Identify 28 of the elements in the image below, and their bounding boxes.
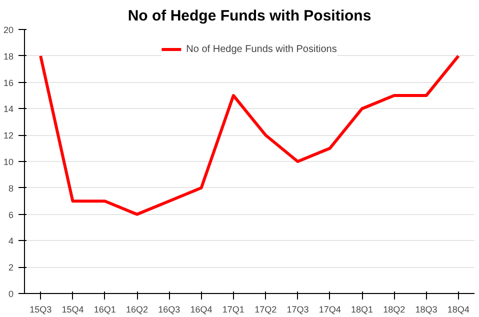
x-tick-label: 17Q1	[222, 304, 244, 314]
legend-label: No of Hedge Funds with Positions	[186, 44, 337, 54]
y-tick-label: 0	[8, 289, 14, 299]
x-tick-label: 16Q4	[190, 304, 212, 314]
x-tick-label: 18Q3	[415, 304, 438, 314]
x-tick-label: 18Q4	[447, 304, 470, 314]
x-tick-label: 15Q3	[30, 304, 52, 314]
y-tick-label: 6	[8, 210, 14, 220]
x-tick-label: 18Q1	[350, 304, 374, 314]
x-tick-label: 15Q4	[62, 304, 84, 314]
y-tick-label: 20	[3, 25, 14, 35]
y-tick-label: 14	[3, 104, 14, 114]
line-series	[39, 54, 460, 216]
y-tick-label: 4	[8, 236, 14, 246]
y-tick-label: 18	[3, 51, 14, 62]
x-tick-label: 16Q3	[158, 304, 180, 314]
x-tick-label: 17Q4	[318, 304, 341, 314]
x-tick-label: 17Q2	[254, 304, 277, 314]
x-tick-label: 16Q2	[126, 304, 148, 314]
chart-title: No of Hedge Funds with Positions	[128, 8, 372, 24]
y-tick-label: 16	[3, 78, 14, 88]
y-tick-label: 8	[8, 183, 14, 194]
y-tick-label: 2	[8, 262, 14, 273]
x-tick-label: 16Q1	[94, 304, 116, 314]
x-tick-label: 17Q3	[286, 304, 309, 314]
x-tick-label: 18Q2	[383, 304, 406, 314]
y-tick-label: 10	[3, 157, 14, 167]
y-tick-label: 12	[3, 130, 14, 141]
